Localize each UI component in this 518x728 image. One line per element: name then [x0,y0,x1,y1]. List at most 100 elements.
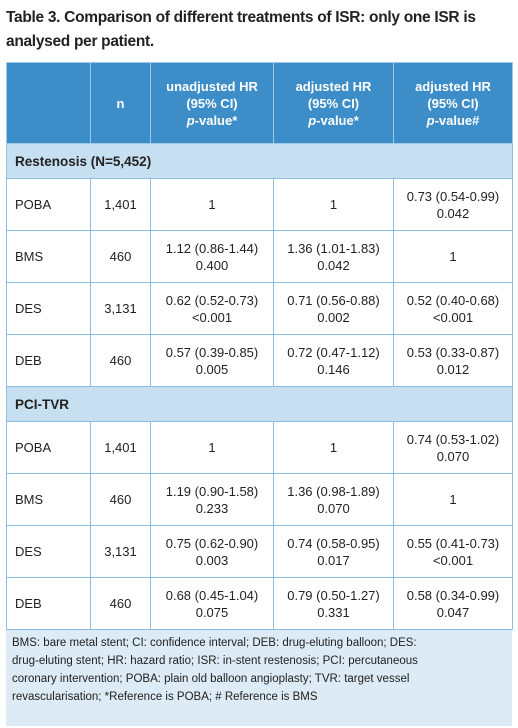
table-row: DEB 460 0.68 (0.45-1.04) 0.075 0.79 (0.50-1.… [6,577,513,630]
table-row: DES 3,131 0.62 (0.52-0.73) <0.001 0.71 (0.56… [6,282,513,335]
value-cell: 1.36 (0.98-1.89) 0.070 [273,473,394,526]
value-cell: 1 [393,473,513,526]
row-label: DES [6,525,91,578]
n-cell: 460 [90,577,151,630]
header-line: (95% CI) [186,95,238,111]
value-cell: 0.75 (0.62-0.90) 0.003 [150,525,274,578]
section-row: Restenosis (N=5,452) [6,143,513,179]
value-cell: 0.74 (0.58-0.95) 0.017 [273,525,394,578]
n-cell: 1,401 [90,421,151,474]
header-line: (95% CI) [307,95,360,111]
cell-line: 1.19 (0.90-1.58) [165,483,259,499]
cell-line: 0.012 [436,361,470,377]
cell-line: 0.71 (0.56-0.88) [287,292,380,308]
cell-line: 0.002 [317,309,350,325]
header-line: p-value* [155,112,269,129]
header-p-rest: -value# [434,112,480,128]
footnote-line: revascularisation; *Reference is POBA; #… [12,691,318,703]
header-line: p-value* [278,112,389,129]
value-cell: 0.73 (0.54-0.99) 0.042 [393,178,513,231]
header-line: (95% CI) [427,95,479,111]
cell-line: 1 [329,197,338,212]
value-cell: 0.71 (0.56-0.88) 0.002 [273,282,394,335]
cell-line: 0.146 [317,361,350,377]
row-label: POBA [6,421,91,474]
table-row: BMS 460 1.12 (0.86-1.44) 0.400 1.36 (1.01-1.… [6,230,513,283]
cell-line: 0.74 (0.58-0.95) [287,535,380,551]
header-p-rest: -value* [194,112,238,128]
row-label: POBA [6,178,91,231]
cell-line: 1 [329,440,338,455]
section-title: Restenosis (N=5,452) [6,143,513,179]
table-row: DEB 460 0.57 (0.39-0.85) 0.005 0.72 (0.47-1.… [6,334,513,387]
cell-line: 0.003 [195,552,229,568]
cell-line: <0.001 [432,309,474,325]
value-cell: 0.74 (0.53-1.02) 0.070 [393,421,513,474]
n-cell: 3,131 [90,525,151,578]
cell-line: 0.58 (0.34-0.99) [406,587,500,603]
cell-line: 0.331 [317,604,350,620]
cell-line: 0.52 (0.40-0.68) [406,292,500,308]
n-cell: 1,401 [90,178,151,231]
header-line: adjusted HR [295,78,372,94]
data-table: n unadjusted HR (95% CI) p-value* adjusted H… [6,62,513,630]
header-p-rest: -value* [316,112,359,128]
value-cell: 0.68 (0.45-1.04) 0.075 [150,577,274,630]
header-cell: unadjusted HR (95% CI) p-value* [150,62,274,144]
row-label: BMS [6,230,91,283]
value-cell: 0.72 (0.47-1.12) 0.146 [273,334,394,387]
value-cell: 1 [393,230,513,283]
cell-line: 0.62 (0.52-0.73) [165,292,259,308]
cell-line: 0.400 [195,257,229,273]
cell-line: 0.55 (0.41-0.73) [406,535,500,551]
cell-line: 0.79 (0.50-1.27) [287,587,380,603]
value-cell: 0.55 (0.41-0.73) <0.001 [393,525,513,578]
cell-line: 1 [449,492,457,507]
header-cell: adjusted HR (95% CI) p-value# [393,62,513,144]
header-p: p [186,112,195,128]
header-cell: n [90,62,151,144]
cell-line: <0.001 [191,309,233,325]
cell-line: 0.75 (0.62-0.90) [165,535,259,551]
footnote-line: coronary intervention; POBA: plain old b… [12,673,410,685]
cell-line: 1 [208,197,216,212]
cell-line: 0.070 [436,448,470,464]
value-cell: 0.58 (0.34-0.99) 0.047 [393,577,513,630]
value-cell: 0.53 (0.33-0.87) 0.012 [393,334,513,387]
cell-line: 0.042 [317,257,350,273]
n-cell: 3,131 [90,282,151,335]
row-label: DEB [6,334,91,387]
cell-line: 0.68 (0.45-1.04) [165,587,259,603]
cell-line: 0.042 [436,205,470,221]
footnote-line: BMS: bare metal stent; CI: confidence in… [12,637,417,649]
header-cell: adjusted HR (95% CI) p-value* [273,62,394,144]
header-cell [6,62,91,144]
cell-line: 1 [208,440,216,455]
value-cell: 0.57 (0.39-0.85) 0.005 [150,334,274,387]
value-cell: 1 [150,178,274,231]
n-cell: 460 [90,334,151,387]
value-cell: 0.52 (0.40-0.68) <0.001 [393,282,513,335]
table-row: DES 3,131 0.75 (0.62-0.90) 0.003 0.74 (0.58-… [6,525,513,578]
cell-line: 0.57 (0.39-0.85) [165,344,259,360]
cell-line: 0.233 [195,500,229,516]
row-label: BMS [6,473,91,526]
value-cell: 1.36 (1.01-1.83) 0.042 [273,230,394,283]
value-cell: 1.12 (0.86-1.44) 0.400 [150,230,274,283]
value-cell: 1.19 (0.90-1.58) 0.233 [150,473,274,526]
table-row: BMS 460 1.19 (0.90-1.58) 0.233 1.36 (0.98-1.… [6,473,513,526]
table-row: POBA 1,401 1 1 0.73 (0.54-0.99) 0.042 [6,178,513,231]
header-p: p [426,112,435,128]
cell-line: 0.74 (0.53-1.02) [406,431,500,447]
cell-line: 0.005 [195,361,229,377]
row-label: DEB [6,577,91,630]
footnote: BMS: bare metal stent; CI: confidence in… [6,630,512,726]
value-cell: 1 [150,421,274,474]
header-line: n [116,95,125,111]
cell-line: 1.36 (1.01-1.83) [287,240,380,256]
cell-line: 0.070 [317,500,350,516]
cell-line: 0.53 (0.33-0.87) [406,344,500,360]
value-cell: 1 [273,178,394,231]
value-cell: 0.79 (0.50-1.27) 0.331 [273,577,394,630]
